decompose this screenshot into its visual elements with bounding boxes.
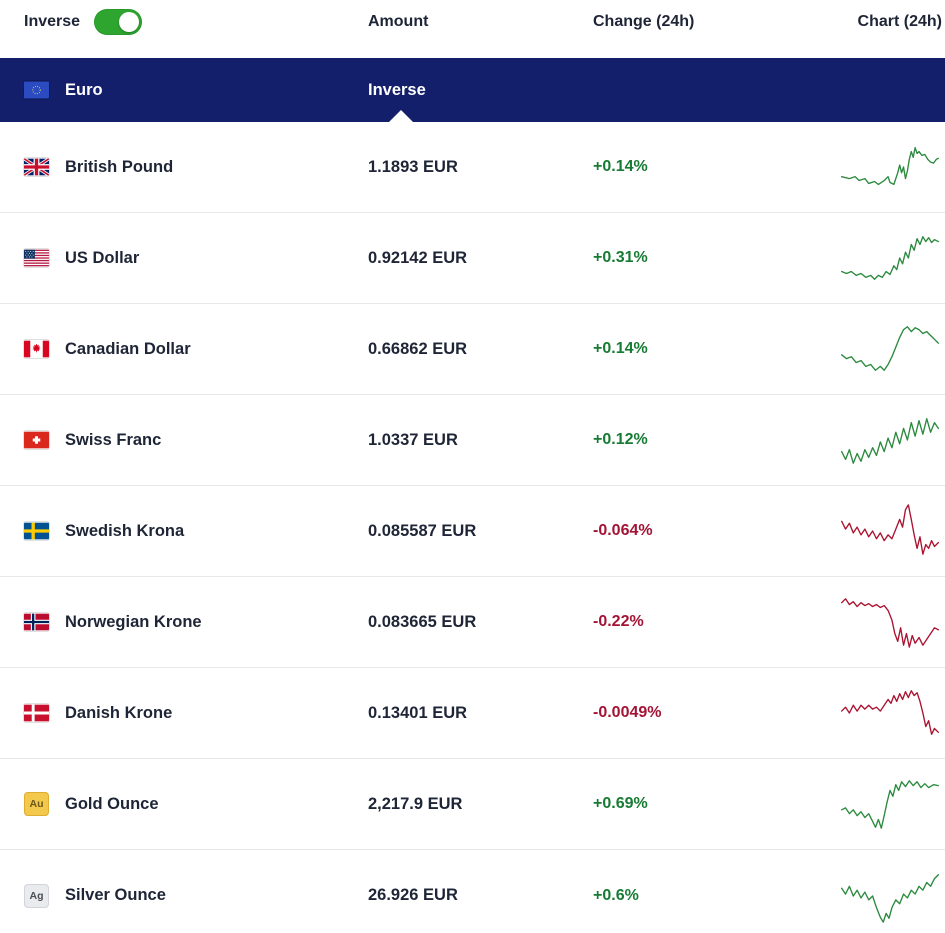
- se-flag-icon: [24, 522, 49, 540]
- currency-row[interactable]: Ag Silver Ounce 26.926 EUR +0.6%: [0, 850, 945, 933]
- dk-flag-icon: [24, 704, 49, 722]
- currency-name: Gold Ounce: [65, 794, 159, 813]
- column-header-amount: Amount: [368, 13, 429, 30]
- currency-amount: 1.1893 EUR: [368, 157, 458, 176]
- currency-change: +0.69%: [593, 795, 648, 812]
- currency-row[interactable]: Swedish Krona 0.085587 EUR -0.064%: [0, 486, 945, 577]
- currency-amount: 0.92142 EUR: [368, 248, 468, 267]
- ch-flag-icon: [24, 431, 49, 449]
- currency-row[interactable]: Danish Krone 0.13401 EUR -0.0049%: [0, 668, 945, 759]
- currency-name: Danish Krone: [65, 703, 173, 722]
- base-inverse-label: Inverse: [368, 80, 426, 99]
- inverse-label: Inverse: [24, 13, 81, 30]
- currency-amount: 0.085587 EUR: [368, 521, 477, 540]
- currency-amount: 0.66862 EUR: [368, 339, 468, 358]
- currency-row[interactable]: US Dollar 0.92142 EUR +0.31%: [0, 213, 945, 304]
- currency-change: +0.31%: [593, 249, 648, 266]
- currency-amount: 2,217.9 EUR: [368, 794, 463, 813]
- currency-change: +0.12%: [593, 431, 648, 448]
- ag-metal-badge-icon: Ag: [24, 883, 49, 908]
- currency-change: -0.064%: [593, 522, 653, 539]
- toggle-knob-icon: [119, 12, 140, 32]
- currency-amount: 1.0337 EUR: [368, 430, 458, 449]
- eu-flag-icon: [24, 81, 49, 99]
- base-currency-row[interactable]: Euro Inverse: [0, 58, 945, 122]
- gb-flag-icon: [24, 158, 49, 176]
- inverse-toggle[interactable]: [94, 9, 143, 35]
- currency-name: Swedish Krona: [65, 521, 185, 540]
- sparkline-chart: [840, 320, 945, 378]
- sparkline-chart: [840, 229, 945, 287]
- currency-name: Swiss Franc: [65, 430, 162, 449]
- currency-change: -0.22%: [593, 613, 644, 630]
- currency-row[interactable]: Norwegian Krone 0.083665 EUR -0.22%: [0, 577, 945, 668]
- currency-change: +0.14%: [593, 340, 648, 357]
- currency-name: US Dollar: [65, 248, 140, 267]
- currency-row[interactable]: Swiss Franc 1.0337 EUR +0.12%: [0, 395, 945, 486]
- no-flag-icon: [24, 613, 49, 631]
- currency-change: -0.0049%: [593, 704, 662, 721]
- currency-row[interactable]: Canadian Dollar 0.66862 EUR +0.14%: [0, 304, 945, 395]
- sparkline-chart: [840, 138, 945, 196]
- table-header: Inverse Amount Change (24h) Chart (24h): [0, 0, 945, 44]
- currency-change: +0.14%: [593, 158, 648, 175]
- currency-row[interactable]: British Pound 1.1893 EUR +0.14%: [0, 122, 945, 213]
- sparkline-chart: [840, 502, 945, 560]
- base-currency-name: Euro: [65, 80, 103, 99]
- currency-amount: 0.083665 EUR: [368, 612, 477, 631]
- currency-name: Canadian Dollar: [65, 339, 191, 358]
- au-metal-badge-icon: Au: [24, 792, 49, 816]
- currency-change: +0.6%: [593, 886, 639, 904]
- currency-name: Silver Ounce: [65, 886, 166, 904]
- currency-amount: 0.13401 EUR: [368, 703, 468, 722]
- sparkline-chart: [840, 684, 945, 742]
- ca-flag-icon: [24, 340, 49, 358]
- us-flag-icon: [24, 249, 49, 267]
- currency-amount: 26.926 EUR: [368, 886, 458, 904]
- sparkline-chart: [840, 593, 945, 651]
- sparkline-chart: [840, 867, 945, 925]
- sparkline-chart: [840, 775, 945, 833]
- sparkline-chart: [840, 411, 945, 469]
- currency-name: Norwegian Krone: [65, 612, 202, 631]
- pointer-notch: [389, 110, 413, 122]
- currency-row[interactable]: Au Gold Ounce 2,217.9 EUR +0.69%: [0, 759, 945, 850]
- currency-rows: British Pound 1.1893 EUR +0.14% US Dolla…: [0, 122, 945, 933]
- currency-name: British Pound: [65, 157, 174, 176]
- column-header-change: Change (24h): [593, 13, 695, 30]
- column-header-chart: Chart (24h): [857, 13, 942, 30]
